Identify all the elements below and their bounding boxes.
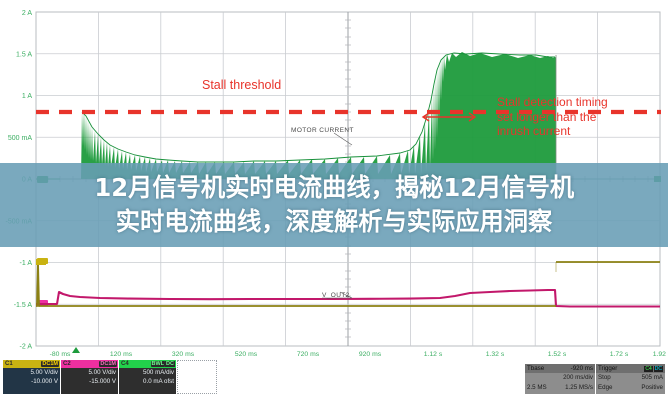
trigger-label: Trigger [598, 365, 618, 372]
channel-1-offset: -10.000 V [31, 377, 58, 385]
motor-current-leader [333, 132, 353, 146]
trigger-type: Edge [598, 383, 613, 391]
timebase-label: Tbase [527, 365, 545, 372]
motor-current-trace-label: MOTOR CURRENT [291, 127, 354, 134]
channel-2-coupling[interactable]: DC1M [99, 361, 117, 367]
channel-2-readout[interactable]: C2 DC1M 5.00 V/div -15.000 V [61, 360, 118, 394]
trigger-source-badge[interactable]: C4 [644, 366, 653, 372]
y-tick-8: -2 A [20, 344, 33, 351]
stall-detection-annotation: Stall detection timing set longer than t… [497, 95, 608, 138]
series-c1 [36, 259, 660, 307]
trigger-level: 505 mA [641, 374, 663, 381]
timebase-header: Tbase -920 ms [525, 364, 595, 373]
c1-left-marker [36, 259, 46, 265]
y-tick-0: 2 A [22, 10, 32, 17]
x-axis-ticks: -80 ms 120 ms 320 ms 520 ms 720 ms 920 m… [50, 351, 668, 358]
y-tick-1: 1.5 A [16, 52, 32, 59]
channel-2-header: C2 DC1M [61, 360, 118, 368]
x-tick-7: 1.32 s [486, 351, 505, 358]
trigger-coupling-badge[interactable]: DC [653, 366, 663, 372]
x-tick-0: -80 ms [50, 351, 71, 358]
x-tick-3: 520 ms [235, 351, 258, 358]
channel-1-readout[interactable]: C1 DC1M 5.00 V/div -10.000 V [3, 360, 60, 394]
y-tick-6: -1 A [20, 260, 33, 267]
channel-4-scale: 500 mA/div [143, 369, 174, 376]
x-tick-2: 320 ms [172, 351, 195, 358]
x-tick-1: 120 ms [110, 351, 133, 358]
x-tick-5: 920 ms [359, 351, 382, 358]
y-tick-3: 500 mA [8, 135, 32, 142]
trigger-header: Trigger C4 DC [596, 364, 665, 373]
timebase-rate: 1.25 MS/s [565, 383, 593, 391]
timebase-delay: -920 ms [570, 365, 593, 372]
channel-4-offset: 0.0 mA ofst [143, 377, 174, 385]
channel-1-name: C1 [5, 361, 13, 367]
stall-threshold-annotation: Stall threshold [202, 78, 282, 92]
series-vout2 [36, 288, 660, 308]
channel-2-offset: -15.000 V [89, 377, 116, 385]
timebase-scale: 200 ms/div [563, 374, 593, 381]
channel-2-name: C2 [63, 361, 71, 367]
channel-4-coupling[interactable]: DC [165, 361, 175, 367]
y-tick-7: -1.5 A [14, 302, 33, 309]
channel-4-readout[interactable]: C4 BWL DC 500 mA/div 0.0 mA ofst [119, 360, 176, 394]
trigger-readout[interactable]: Trigger C4 DC Stop 505 mA Edge Positive [596, 364, 665, 394]
channel-2-scale: 5.00 V/div [88, 369, 116, 376]
x-tick-9: 1.72 s [610, 351, 629, 358]
vout2-trace-label: V_OUT2 [322, 292, 350, 299]
channel-4-header: C4 BWL DC [119, 360, 176, 368]
trigger-position-marker[interactable] [72, 347, 80, 353]
caption-overlay-band [0, 163, 668, 247]
channel-1-header: C1 DC1M [3, 360, 60, 368]
timebase-readout[interactable]: Tbase -920 ms 200 ms/div 2.5 MS 1.25 MS/… [525, 364, 595, 394]
trigger-slope: Positive [641, 383, 663, 391]
x-tick-10: 1.92 s [653, 351, 668, 358]
channel-4-name: C4 [121, 361, 129, 367]
trigger-state: Stop [598, 374, 611, 381]
channel-4-bandwidth-limit[interactable]: BWL [150, 361, 166, 367]
x-tick-6: 1.12 s [424, 351, 443, 358]
x-tick-4: 720 ms [297, 351, 320, 358]
stall-timing-arrow [421, 112, 477, 122]
x-tick-8: 1.52 s [548, 351, 567, 358]
channel-1-scale: 5.00 V/div [30, 369, 58, 376]
vout2-leader [322, 291, 353, 299]
channel-1-coupling[interactable]: DC1M [41, 361, 59, 367]
y-tick-2: 1 A [22, 93, 32, 100]
timebase-memory: 2.5 MS [527, 383, 547, 391]
